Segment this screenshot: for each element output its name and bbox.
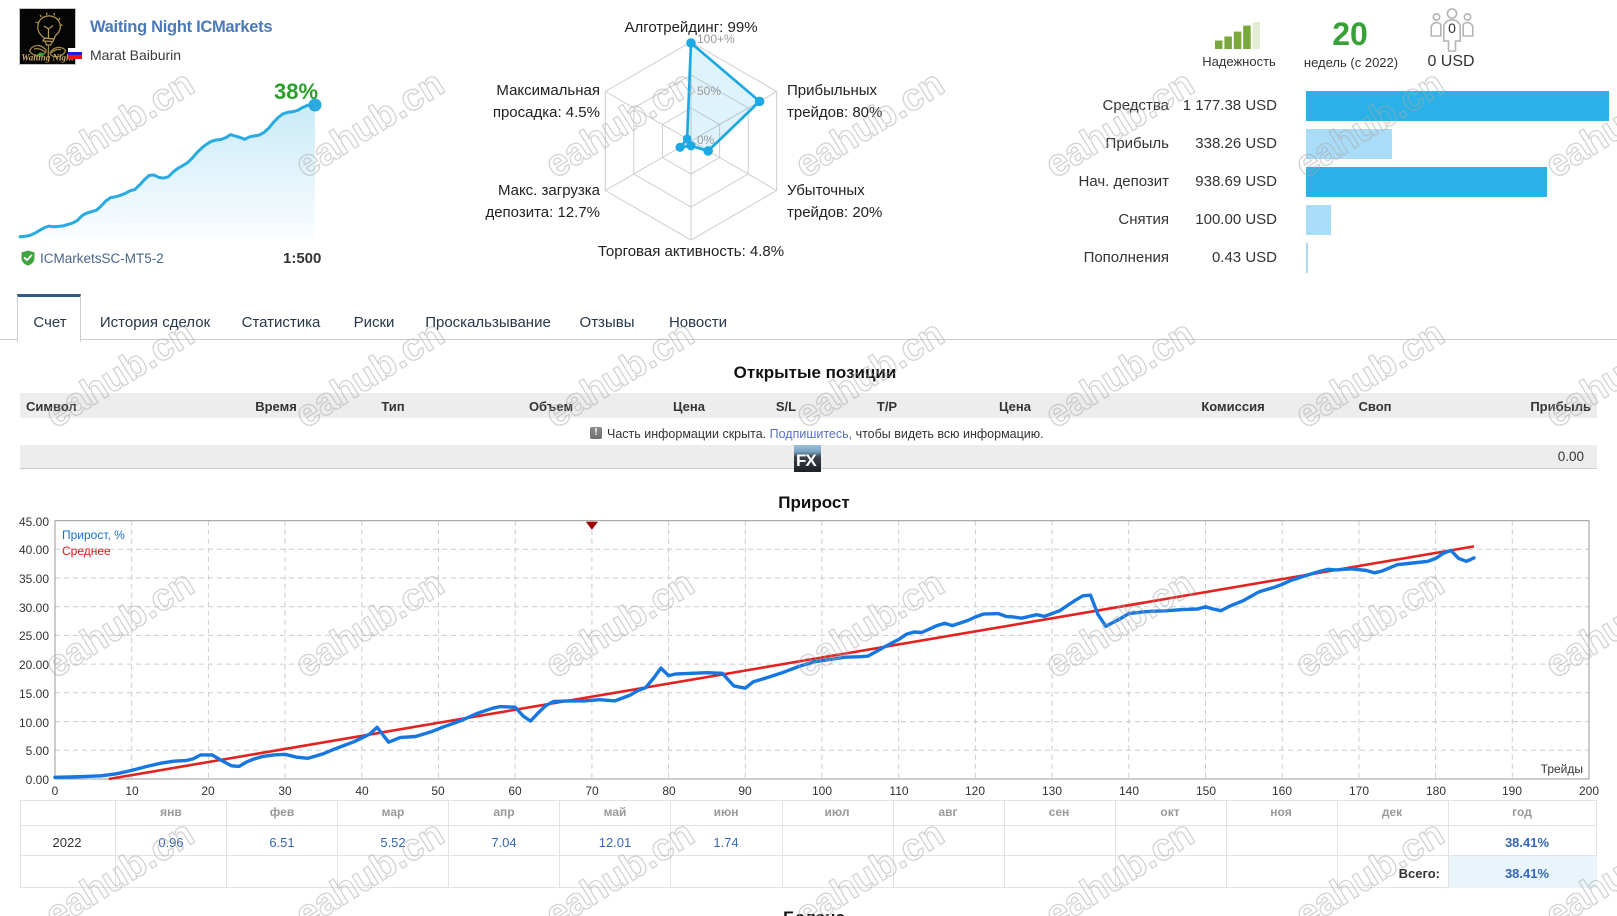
svg-text:Трейды: Трейды [1541, 762, 1583, 776]
svg-text:Прирост, %: Прирост, % [62, 528, 125, 542]
svg-text:Среднее: Среднее [62, 544, 111, 558]
svg-text:Waiting Night: Waiting Night [21, 53, 74, 63]
